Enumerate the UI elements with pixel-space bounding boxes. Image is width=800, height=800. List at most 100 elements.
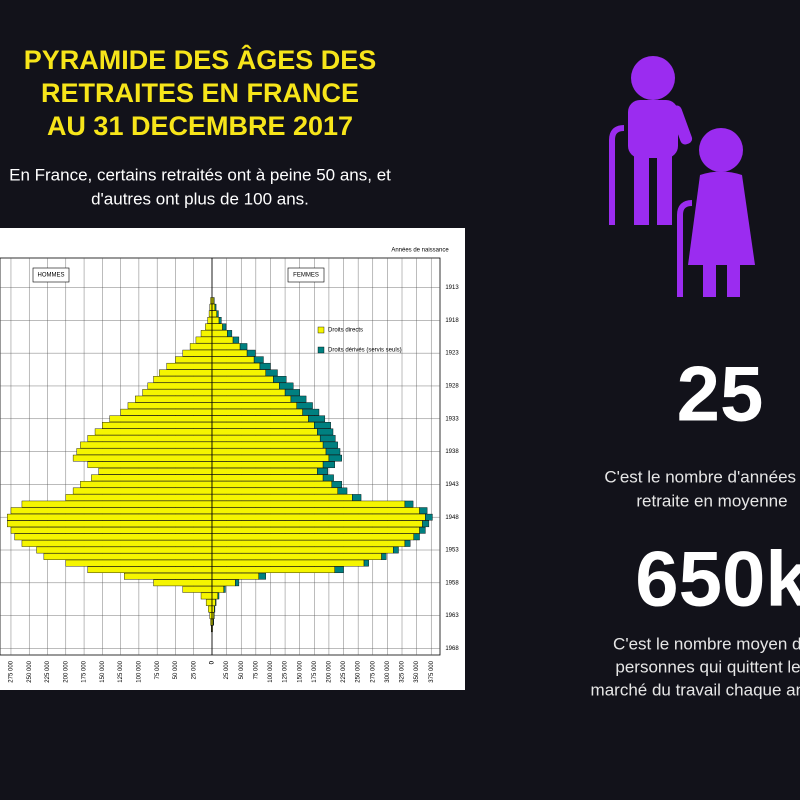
y-tick-label: 1918 (445, 318, 459, 324)
bar (222, 323, 227, 331)
bar (322, 461, 335, 469)
bar (317, 428, 334, 436)
x-tick-label: 125 000 (283, 660, 289, 682)
y-tick-label: 1953 (445, 548, 459, 554)
bar (273, 376, 287, 383)
bar (235, 579, 240, 587)
stat-text: retraite en moyenne (636, 491, 787, 510)
bar (265, 369, 278, 377)
bar (393, 546, 399, 554)
bar (259, 362, 271, 370)
bar (72, 454, 213, 462)
bar (246, 349, 256, 357)
y-tick-label: 1923 (445, 351, 459, 357)
plot-frame (0, 257, 441, 656)
legend-label: Droits directs (328, 328, 363, 334)
bar (124, 572, 213, 580)
y-tick-label: 1938 (445, 449, 459, 455)
bar (182, 349, 213, 357)
x-tick-label: 225 000 (341, 660, 347, 682)
bar (7, 520, 213, 528)
bar (211, 566, 335, 574)
stat-text: marché du travail chaque année (591, 680, 800, 699)
bar (211, 500, 406, 508)
bar (211, 553, 382, 560)
bar (322, 474, 334, 482)
bar (211, 527, 420, 534)
bar (381, 553, 387, 560)
y-tick-label: 1968 (445, 646, 459, 652)
bar (87, 566, 213, 574)
bar (211, 467, 318, 475)
bar (76, 448, 213, 455)
bar (10, 507, 213, 514)
elderly-icon (609, 56, 755, 297)
bar (211, 435, 321, 442)
bar (211, 520, 423, 528)
bar (147, 382, 213, 390)
x-tick-label: 0 (210, 660, 216, 664)
bar (87, 435, 213, 442)
bar (352, 494, 362, 501)
bar (215, 599, 217, 606)
bar (208, 605, 213, 613)
bar (211, 461, 324, 469)
bar (290, 395, 307, 403)
stat-text: C'est le nombre d'années de (604, 467, 800, 486)
stat-text: C'est le nombre moyen de (613, 634, 800, 653)
bar (153, 579, 213, 587)
bar (135, 395, 213, 403)
x-tick-label: 200 000 (63, 660, 69, 682)
bar (363, 559, 369, 567)
bar (211, 408, 303, 416)
bar (80, 481, 213, 488)
bar (212, 618, 214, 626)
bar (127, 402, 213, 409)
y-tick-label: 1913 (445, 285, 459, 291)
bar (211, 395, 292, 403)
title: AU 31 DECEMBRE 2017 (47, 111, 353, 141)
x-tick-label: 100 000 (136, 660, 142, 682)
bar (211, 572, 259, 580)
bar (337, 487, 348, 495)
bar (211, 343, 241, 350)
x-tick-label: 200 000 (327, 660, 333, 682)
x-tick-label: 100 000 (268, 660, 274, 682)
bar (258, 572, 266, 580)
bar (211, 317, 220, 324)
x-tick-label: 150 000 (297, 660, 303, 682)
bar (211, 356, 255, 364)
bar (211, 349, 248, 357)
x-tick-label: 325 000 (400, 660, 406, 682)
bar (211, 599, 216, 606)
x-tick-label: 125 000 (118, 660, 124, 682)
pyramid-chart: 0 25 000 50 000 75 000 100 000 125 000 150 000… (0, 228, 465, 690)
subtitle: En France, certains retraités ont à pein… (9, 165, 391, 184)
bar (211, 336, 234, 344)
bar (211, 310, 217, 318)
bar (334, 566, 344, 574)
bar (404, 500, 414, 508)
bar (211, 330, 228, 337)
bar (213, 612, 215, 619)
bar (211, 546, 394, 554)
bar (7, 513, 213, 521)
x-tick-label: 225 000 (45, 660, 51, 682)
bar (211, 533, 414, 541)
legend-label: Droits dérivés (servis seuls) (328, 348, 402, 354)
bar (404, 540, 411, 547)
bar (223, 586, 226, 593)
bar (314, 422, 331, 429)
bar (422, 520, 430, 528)
bar (211, 579, 236, 587)
bar (159, 369, 213, 377)
bar (226, 330, 233, 337)
x-tick-label: 375 000 (429, 660, 435, 682)
bar (142, 389, 213, 396)
bar (325, 448, 341, 455)
y-tick-label: 1958 (445, 580, 459, 586)
bar (253, 356, 264, 364)
legend-swatch (317, 326, 325, 334)
legend-swatch (317, 346, 325, 354)
